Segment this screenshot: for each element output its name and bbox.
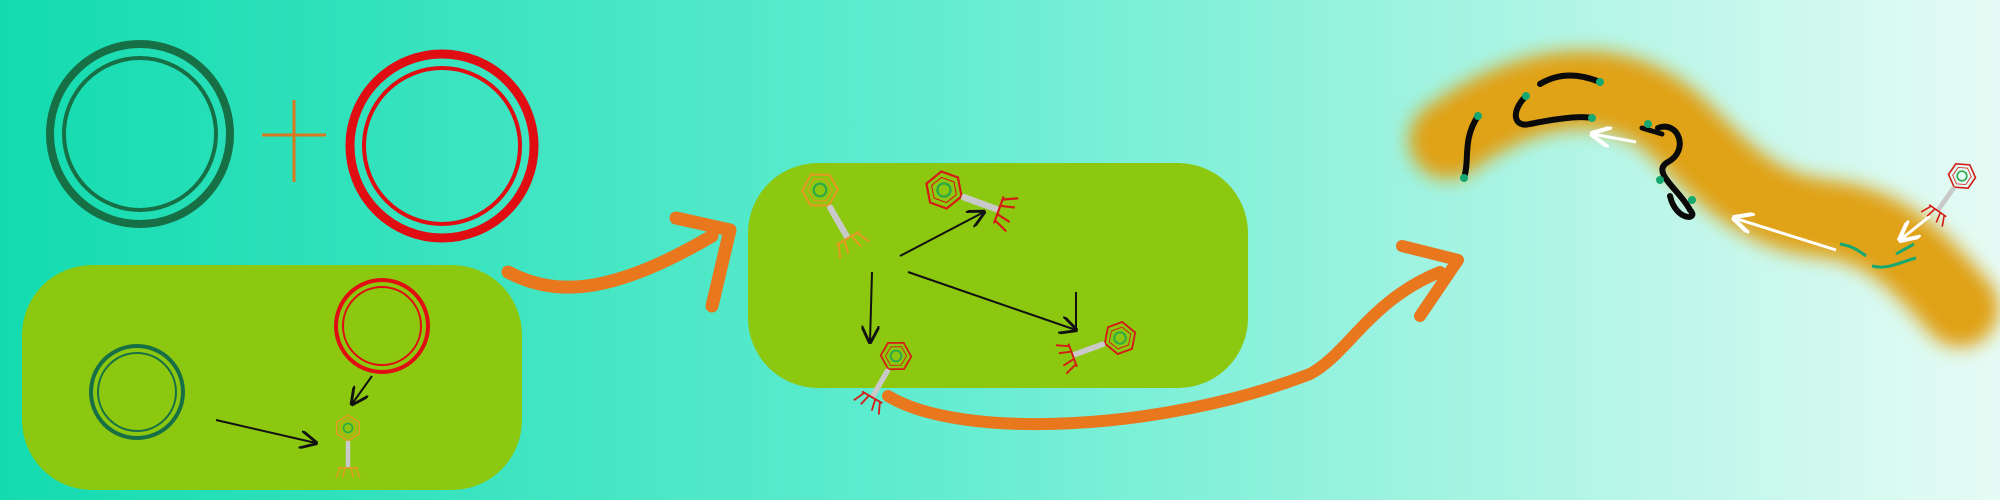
cell-plasmid-red bbox=[334, 278, 430, 374]
arrow-icon bbox=[352, 375, 373, 404]
arrow-icon bbox=[907, 271, 1076, 330]
plus-icon bbox=[262, 100, 326, 182]
arrow-icon bbox=[899, 212, 984, 257]
recipient-biofilm bbox=[1409, 50, 1999, 347]
arrow-icon bbox=[215, 419, 316, 443]
donor-bacterium-cell bbox=[22, 265, 522, 490]
cell-plasmid-dark-green bbox=[89, 344, 185, 440]
arrow-icon bbox=[1396, 240, 1464, 322]
dna-fragment-icon bbox=[1839, 242, 1917, 269]
arrow-icon bbox=[1734, 218, 1837, 252]
arrow-icon bbox=[1900, 214, 1931, 240]
arrow-icon bbox=[870, 271, 872, 342]
dna-fragment-icon bbox=[1460, 72, 1696, 220]
transfer-arrow bbox=[882, 266, 1446, 431]
arrow-icon bbox=[1592, 134, 1637, 142]
plasmid-red bbox=[345, 49, 539, 243]
plasmid-dark-green bbox=[46, 40, 234, 228]
infected-bacterium-cell bbox=[748, 163, 1248, 388]
arrow-icon bbox=[669, 211, 737, 313]
transfer-arrow bbox=[501, 229, 719, 294]
